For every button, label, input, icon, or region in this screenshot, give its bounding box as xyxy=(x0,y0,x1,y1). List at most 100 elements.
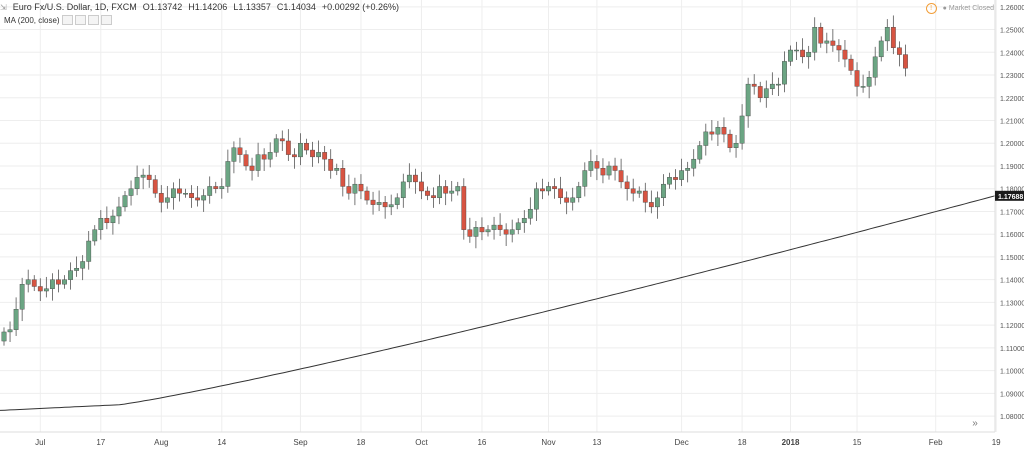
goto-realtime-icon[interactable]: » xyxy=(972,418,978,429)
candle-body xyxy=(757,86,763,98)
candle xyxy=(509,219,515,243)
candle-body xyxy=(50,279,55,289)
candle-body xyxy=(128,188,134,196)
eye-icon[interactable] xyxy=(61,15,73,25)
candle xyxy=(836,39,842,62)
candle xyxy=(1,327,7,346)
price-tick-label: 1.15000 xyxy=(1000,255,1024,262)
candle xyxy=(521,210,527,233)
candle xyxy=(419,171,424,200)
open-value: O1.13742 xyxy=(142,2,183,12)
candle-body xyxy=(207,186,213,196)
price-tick-label: 1.16000 xyxy=(1000,232,1024,239)
candle-body xyxy=(903,54,908,69)
candle xyxy=(7,321,13,342)
candle xyxy=(763,80,769,108)
candle-body xyxy=(540,188,545,192)
candle xyxy=(225,149,231,193)
candle-body xyxy=(582,170,588,187)
candle-body xyxy=(527,208,533,219)
warning-icon[interactable]: ! xyxy=(925,3,937,14)
price-tick-label: 1.23000 xyxy=(1000,73,1024,80)
symbol-title[interactable]: Euro Fx/U.S. Dollar, 1D, FXCM xyxy=(12,2,137,12)
ma-line xyxy=(0,195,996,411)
candle-body xyxy=(437,186,442,199)
candle xyxy=(515,218,521,235)
candle xyxy=(527,197,533,225)
candle-body xyxy=(521,218,527,224)
more-icon[interactable] xyxy=(100,15,112,25)
candle-body xyxy=(854,70,860,87)
candle-body xyxy=(667,177,672,185)
candle xyxy=(370,191,376,215)
candle xyxy=(74,256,80,277)
candle xyxy=(80,255,86,281)
price-tick-label: 1.17000 xyxy=(1000,209,1024,216)
candle-body xyxy=(298,143,303,158)
candle-body xyxy=(170,188,176,199)
time-tick-label: 19 xyxy=(992,438,1001,447)
last-price-tag: 1.17688 xyxy=(995,190,1024,201)
candle xyxy=(164,185,170,209)
collapse-icon[interactable]: ⇲ xyxy=(0,2,7,12)
candle-body xyxy=(776,83,781,86)
candle xyxy=(546,181,551,196)
candle xyxy=(443,180,449,206)
candle-body xyxy=(503,229,509,235)
time-tick-label: Dec xyxy=(674,438,688,447)
candle-body xyxy=(546,186,551,192)
candle-body xyxy=(534,188,539,210)
price-tick-label: 1.09000 xyxy=(1000,391,1024,398)
candle-body xyxy=(419,181,424,192)
candle-body xyxy=(189,193,194,199)
candle-body xyxy=(219,186,225,189)
candle-body xyxy=(25,279,31,285)
candle xyxy=(503,223,509,247)
candle xyxy=(540,178,545,200)
price-tick-label: 1.12000 xyxy=(1000,323,1024,330)
candle-body xyxy=(552,186,557,189)
candle xyxy=(25,269,31,293)
settings-icon[interactable] xyxy=(74,15,86,25)
candle-body xyxy=(195,197,200,201)
candle-body xyxy=(794,49,799,52)
candle-body xyxy=(897,47,902,55)
candle-body xyxy=(122,195,128,208)
candle-body xyxy=(322,152,328,160)
candle-body xyxy=(763,88,769,98)
candle-body xyxy=(812,27,818,53)
time-tick-label: 16 xyxy=(477,438,486,447)
candle-body xyxy=(364,190,370,201)
candle-body xyxy=(201,195,207,201)
candle-body xyxy=(612,165,618,171)
last-price-box xyxy=(995,190,1024,201)
high-value: H1.14206 xyxy=(188,2,228,12)
candle-body xyxy=(304,143,309,151)
time-axis: Jul 17 Aug 14 Sep 18 Oct 16 Nov 13 Dec 18 2018 15 Feb 1… xyxy=(0,431,1001,447)
candle-body xyxy=(104,218,110,224)
candle-body xyxy=(328,158,334,171)
candle xyxy=(703,123,709,156)
candle-body xyxy=(37,286,43,292)
candle xyxy=(715,120,721,146)
close-icon[interactable] xyxy=(87,15,99,25)
candle xyxy=(667,172,672,189)
indicator-legend[interactable]: MA (200, close) xyxy=(4,15,112,25)
candle-body xyxy=(370,199,376,205)
candle xyxy=(310,141,315,167)
candle xyxy=(195,185,200,207)
candle-body xyxy=(600,168,606,176)
candle xyxy=(152,175,158,198)
price-tick-label: 1.25000 xyxy=(1000,28,1024,35)
candle-body xyxy=(564,197,570,203)
candle xyxy=(37,278,43,302)
time-tick-label: 18 xyxy=(738,438,747,447)
candle xyxy=(62,275,67,289)
moving-average-series xyxy=(0,195,996,411)
candle-body xyxy=(80,261,86,269)
candle-body xyxy=(636,190,642,194)
candle xyxy=(576,181,582,203)
candle xyxy=(177,178,182,202)
candle xyxy=(170,182,176,210)
